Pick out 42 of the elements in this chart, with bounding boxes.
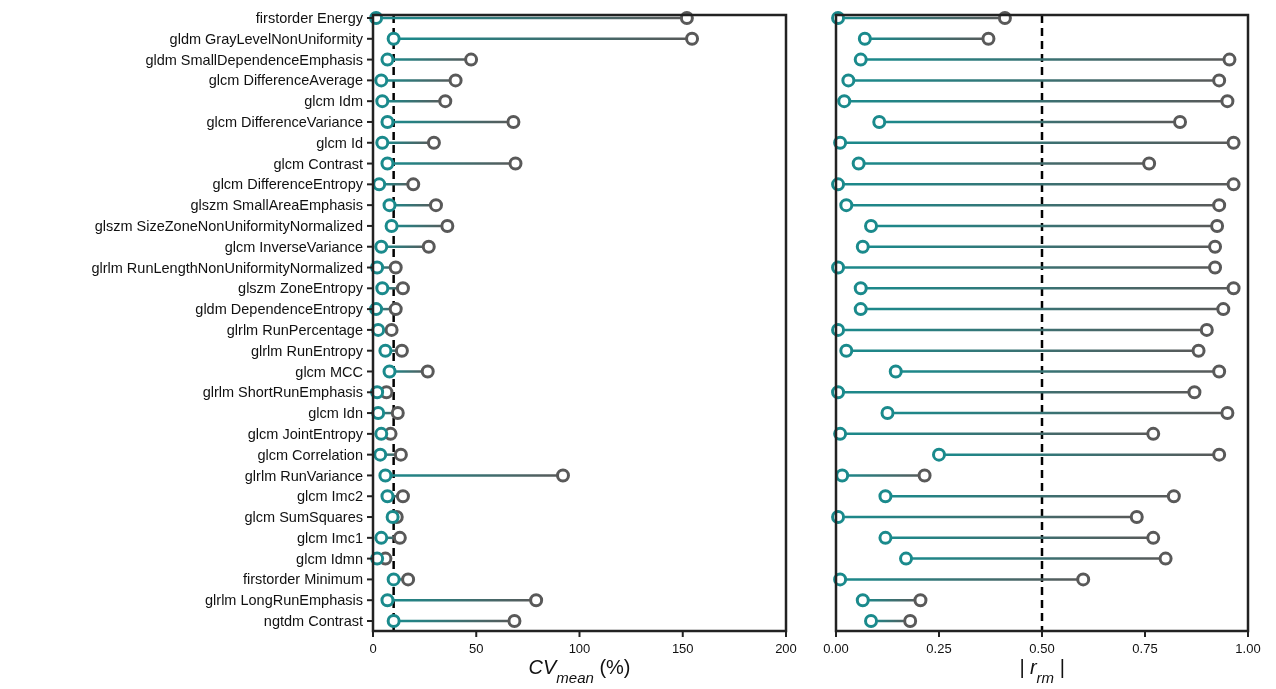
x-tick-label: 100 bbox=[568, 641, 591, 656]
y-tick-label: glszm SizeZoneNonUniformityNormalized bbox=[94, 218, 363, 235]
y-tick-label: glcm SumSquares bbox=[244, 509, 363, 526]
y-tick-label: firstorder Minimum bbox=[242, 571, 363, 588]
x-tick-label: 1.00 bbox=[1235, 641, 1261, 656]
y-tick-label: glrlm RunVariance bbox=[244, 467, 363, 484]
y-tick-label: gldm SmallDependenceEmphasis bbox=[145, 51, 363, 68]
y-tick-label: glcm DifferenceAverage bbox=[208, 72, 363, 89]
y-tick-label: glszm ZoneEntropy bbox=[238, 280, 364, 297]
y-tick-label: glcm JointEntropy bbox=[247, 425, 364, 442]
x-tick-label: 0.25 bbox=[926, 641, 952, 656]
y-tick-label: glcm InverseVariance bbox=[224, 238, 363, 255]
y-tick-label: glcm DifferenceEntropy bbox=[212, 176, 364, 193]
y-tick-label: glcm Idmn bbox=[296, 550, 363, 567]
y-tick-label: gldm GrayLevelNonUniformity bbox=[169, 30, 364, 47]
y-tick-label: glrlm LongRunEmphasis bbox=[205, 592, 363, 609]
y-tick-label: glcm Id bbox=[316, 134, 363, 151]
y-tick-label: gldm DependenceEntropy bbox=[195, 301, 364, 318]
y-tick-label: glrlm RunLengthNonUniformityNormalized bbox=[91, 259, 363, 276]
y-tick-label: glcm MCC bbox=[295, 363, 363, 380]
y-tick-label: glszm SmallAreaEmphasis bbox=[190, 197, 363, 214]
x-tick-label: 0.50 bbox=[1029, 641, 1055, 656]
y-tick-label: glcm Idm bbox=[304, 93, 363, 110]
x-axis-title: | r$_{rm}$ | bbox=[1019, 656, 1065, 686]
y-tick-label: glcm Correlation bbox=[257, 446, 363, 463]
x-tick-label: 0 bbox=[369, 641, 377, 656]
y-tick-label: glrlm RunEntropy bbox=[250, 342, 364, 359]
y-tick-label: glrlm RunPercentage bbox=[226, 321, 363, 338]
y-tick-label: glcm Imc1 bbox=[296, 529, 363, 546]
x-tick-label: 200 bbox=[775, 641, 797, 656]
x-tick-label: 0.75 bbox=[1132, 641, 1158, 656]
y-tick-label: glcm Contrast bbox=[273, 155, 363, 172]
x-tick-label: 0.00 bbox=[823, 641, 849, 656]
y-tick-label: glcm Imc2 bbox=[296, 488, 363, 505]
y-tick-label: ngtdm Contrast bbox=[263, 613, 363, 630]
y-tick-label: glcm Idn bbox=[308, 405, 363, 422]
y-tick-label: glcm DifferenceVariance bbox=[206, 114, 363, 131]
x-tick-label: 150 bbox=[671, 641, 694, 656]
y-tick-label: firstorder Energy bbox=[255, 10, 364, 27]
y-tick-label: glrlm ShortRunEmphasis bbox=[202, 384, 363, 401]
x-axis-title: CV$_{mean}$ (%) bbox=[528, 656, 631, 686]
x-tick-label: 50 bbox=[469, 641, 484, 656]
